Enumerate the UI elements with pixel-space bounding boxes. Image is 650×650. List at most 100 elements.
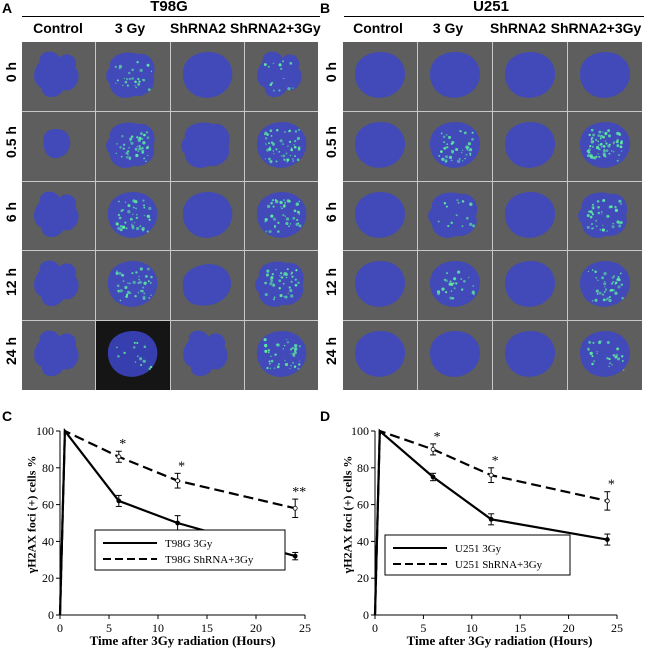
foci-dot	[591, 212, 594, 215]
foci-dot	[275, 148, 278, 151]
nucleus	[355, 51, 405, 98]
foci-dot	[610, 282, 614, 286]
foci-dot	[148, 280, 151, 283]
data-point	[175, 478, 181, 484]
foci-dot	[464, 157, 466, 160]
foci-dot	[298, 212, 300, 215]
foci-dot	[600, 210, 603, 213]
foci-dot	[291, 352, 295, 356]
foci-dot	[608, 152, 611, 155]
foci-dot	[617, 285, 621, 289]
foci-dot	[285, 216, 289, 221]
foci-dot	[146, 136, 150, 139]
panel-letter-b: B	[320, 0, 331, 16]
y-tick-label: 60	[357, 498, 369, 512]
foci-dot	[133, 221, 136, 224]
foci-dot	[148, 367, 152, 371]
foci-dot	[295, 218, 298, 221]
data-point	[430, 474, 436, 480]
foci-dot	[296, 136, 300, 140]
foci-dot	[471, 291, 475, 295]
foci-dot	[139, 281, 143, 285]
foci-dot	[119, 216, 122, 219]
foci-dot	[447, 224, 450, 227]
foci-dot	[272, 89, 275, 92]
foci-dot	[465, 216, 469, 220]
t98g-cell-r0-c2	[170, 42, 244, 111]
foci-dot	[437, 220, 440, 223]
foci-dot	[126, 155, 129, 159]
foci-dot	[135, 207, 138, 209]
foci-dot	[275, 343, 278, 346]
foci-dot	[142, 286, 145, 289]
foci-dot	[126, 77, 129, 81]
nucleus	[108, 331, 158, 378]
chart-d-xlabel: Time after 3Gy radiation (Hours)	[406, 633, 593, 648]
foci-dot	[269, 367, 271, 370]
u251-cell-r0-c2	[493, 42, 567, 111]
col-label-shrna2-3gy-b: ShRNA2+3Gy	[550, 20, 642, 36]
foci-dot	[264, 136, 268, 140]
u251-cell-r1-c0	[343, 111, 417, 181]
nucleus	[256, 121, 307, 168]
nucleus	[430, 121, 480, 168]
foci-dot	[139, 357, 143, 361]
t98g-cell-r0-c1	[96, 42, 170, 111]
foci-dot	[450, 159, 453, 162]
foci-dot	[441, 157, 445, 161]
foci-dot	[449, 280, 452, 284]
foci-dot	[471, 131, 474, 134]
foci-dot	[597, 205, 600, 209]
foci-dot	[289, 154, 291, 157]
foci-dot	[467, 149, 470, 152]
nucleus	[182, 191, 232, 238]
foci-dot	[288, 140, 291, 143]
foci-dot	[441, 287, 445, 292]
foci-dot	[150, 365, 153, 369]
foci-dot	[271, 142, 275, 146]
foci-dot	[616, 138, 619, 142]
u251-cell-r1-c3	[568, 111, 642, 181]
foci-dot	[275, 128, 279, 132]
foci-dot	[463, 131, 467, 135]
foci-dot	[296, 210, 300, 214]
foci-dot	[289, 222, 291, 225]
t98g-cell-r3-c3	[244, 251, 318, 321]
foci-dot	[446, 272, 448, 275]
foci-dot	[289, 62, 292, 65]
t98g-cell-r3-c1	[96, 251, 170, 321]
nucleus	[34, 330, 79, 377]
foci-dot	[294, 130, 297, 133]
foci-dot	[289, 367, 291, 370]
foci-dot	[589, 215, 593, 218]
foci-dot	[597, 134, 601, 137]
foci-dot	[275, 160, 278, 163]
foci-dot	[122, 280, 125, 283]
foci-dot	[609, 205, 612, 207]
foci-dot	[445, 291, 448, 294]
foci-dot	[133, 346, 136, 349]
foci-dot	[601, 213, 603, 215]
foci-dot	[283, 201, 286, 204]
foci-dot	[117, 226, 121, 230]
foci-dot	[620, 150, 623, 152]
nucleus	[505, 191, 555, 238]
foci-dot	[280, 207, 283, 209]
foci-dot	[595, 277, 597, 280]
foci-dot	[280, 155, 283, 157]
foci-dot	[621, 297, 624, 300]
foci-dot	[138, 292, 140, 294]
foci-dot	[611, 150, 613, 152]
t98g-cell-r4-c1	[96, 321, 170, 390]
foci-dot	[614, 281, 618, 285]
row-label-24h-a: 24 h	[3, 337, 19, 366]
foci-dot	[283, 359, 286, 362]
foci-dot	[442, 135, 446, 138]
foci-dot	[278, 287, 281, 290]
foci-dot	[295, 202, 299, 206]
foci-dot	[278, 279, 281, 283]
foci-dot	[443, 146, 447, 150]
foci-dot	[289, 348, 292, 351]
foci-dot	[141, 146, 145, 150]
foci-dot	[600, 145, 603, 148]
